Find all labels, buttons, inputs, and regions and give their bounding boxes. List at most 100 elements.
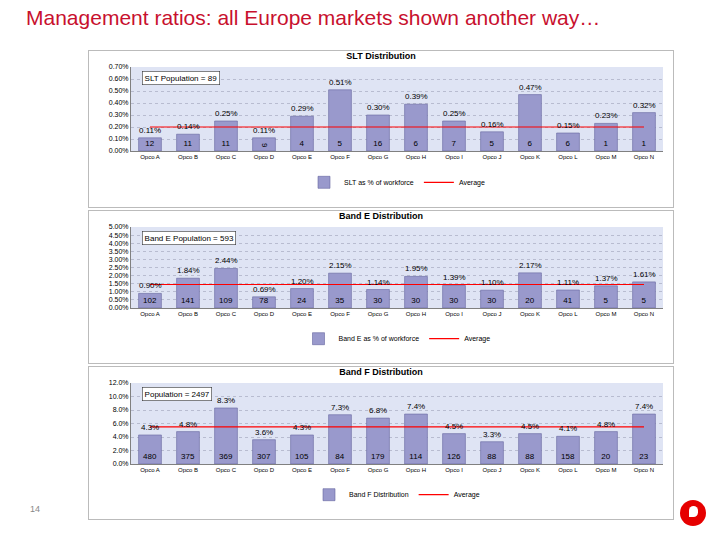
svg-text:24: 24 xyxy=(297,296,306,305)
svg-text:Opco A: Opco A xyxy=(140,311,160,317)
svg-text:Opco K: Opco K xyxy=(520,467,540,473)
svg-text:8.0%: 8.0% xyxy=(113,406,129,413)
svg-text:109: 109 xyxy=(219,296,233,305)
svg-text:30: 30 xyxy=(411,296,420,305)
svg-text:0.14%: 0.14% xyxy=(177,122,200,131)
svg-text:Opco J: Opco J xyxy=(482,154,501,160)
svg-text:0.11%: 0.11% xyxy=(253,126,275,135)
svg-text:SLT Distribution: SLT Distribution xyxy=(346,51,415,61)
svg-text:126: 126 xyxy=(447,452,461,461)
svg-text:4: 4 xyxy=(300,139,305,148)
svg-text:7.4%: 7.4% xyxy=(635,402,653,411)
svg-text:7.4%: 7.4% xyxy=(407,402,425,411)
svg-text:Opco F: Opco F xyxy=(330,311,350,317)
svg-text:4.3%: 4.3% xyxy=(293,423,311,432)
svg-text:375: 375 xyxy=(181,452,195,461)
svg-text:4.50%: 4.50% xyxy=(109,232,129,239)
svg-text:Opco G: Opco G xyxy=(368,311,389,317)
svg-text:2.15%: 2.15% xyxy=(329,261,352,270)
svg-text:Opco L: Opco L xyxy=(558,154,578,160)
svg-text:Average: Average xyxy=(454,491,480,499)
svg-text:Opco B: Opco B xyxy=(178,311,198,317)
svg-text:0.32%: 0.32% xyxy=(633,101,656,110)
svg-text:5: 5 xyxy=(642,296,647,305)
svg-text:480: 480 xyxy=(143,452,157,461)
svg-text:0.00%: 0.00% xyxy=(109,147,129,154)
svg-text:3.3%: 3.3% xyxy=(483,430,501,439)
svg-text:Opco L: Opco L xyxy=(558,467,578,473)
svg-text:20: 20 xyxy=(601,452,610,461)
svg-text:5.00%: 5.00% xyxy=(109,223,129,230)
svg-text:0.47%: 0.47% xyxy=(519,83,542,92)
svg-text:84: 84 xyxy=(335,452,344,461)
svg-text:0.11%: 0.11% xyxy=(139,126,161,135)
svg-text:6: 6 xyxy=(566,139,571,148)
svg-text:0.50%: 0.50% xyxy=(109,87,129,94)
svg-text:Opco E: Opco E xyxy=(292,154,312,160)
svg-text:Average: Average xyxy=(464,335,490,343)
svg-text:0.23%: 0.23% xyxy=(595,111,618,120)
svg-text:Opco K: Opco K xyxy=(520,311,540,317)
svg-text:Band F Distribution: Band F Distribution xyxy=(349,491,409,498)
svg-text:88: 88 xyxy=(487,452,496,461)
svg-text:6: 6 xyxy=(528,139,533,148)
svg-text:Opco E: Opco E xyxy=(292,467,312,473)
svg-text:Opco D: Opco D xyxy=(254,154,275,160)
svg-text:1.61%: 1.61% xyxy=(633,270,656,279)
svg-text:1.50%: 1.50% xyxy=(109,280,129,287)
svg-text:0.51%: 0.51% xyxy=(329,78,352,87)
svg-text:Opco N: Opco N xyxy=(634,154,654,160)
svg-text:0.60%: 0.60% xyxy=(109,75,129,82)
svg-text:0.50%: 0.50% xyxy=(109,296,129,303)
svg-text:Opco H: Opco H xyxy=(406,311,426,317)
svg-text:1.10%: 1.10% xyxy=(481,278,504,287)
svg-text:2.00%: 2.00% xyxy=(109,272,129,279)
svg-text:0.00%: 0.00% xyxy=(109,304,129,311)
svg-text:SLT Population = 89: SLT Population = 89 xyxy=(145,74,218,83)
svg-text:0.40%: 0.40% xyxy=(109,99,129,106)
svg-text:4.8%: 4.8% xyxy=(179,420,197,429)
svg-text:0.30%: 0.30% xyxy=(109,111,129,118)
svg-text:Opco B: Opco B xyxy=(178,154,198,160)
svg-text:Opco I: Opco I xyxy=(445,467,463,473)
svg-text:Opco I: Opco I xyxy=(445,154,463,160)
svg-text:Opco M: Opco M xyxy=(595,311,616,317)
svg-text:Opco A: Opco A xyxy=(140,154,160,160)
svg-text:Opco H: Opco H xyxy=(406,467,426,473)
svg-text:3.50%: 3.50% xyxy=(109,248,129,255)
svg-text:0.39%: 0.39% xyxy=(405,92,428,101)
svg-text:1.20%: 1.20% xyxy=(291,277,314,286)
svg-text:5: 5 xyxy=(604,296,609,305)
svg-text:8.3%: 8.3% xyxy=(217,396,235,405)
svg-text:11: 11 xyxy=(222,139,231,148)
svg-text:0.69%: 0.69% xyxy=(253,285,276,294)
svg-text:30: 30 xyxy=(373,296,382,305)
svg-text:41: 41 xyxy=(563,296,572,305)
svg-text:Opco C: Opco C xyxy=(216,154,237,160)
svg-text:105: 105 xyxy=(295,452,309,461)
svg-text:2.50%: 2.50% xyxy=(109,264,129,271)
svg-text:1.95%: 1.95% xyxy=(405,264,428,273)
svg-text:Opco B: Opco B xyxy=(178,467,198,473)
svg-text:4.0%: 4.0% xyxy=(113,433,129,440)
svg-text:1.00%: 1.00% xyxy=(109,288,129,295)
svg-text:114: 114 xyxy=(409,452,422,461)
svg-text:Population = 2497: Population = 2497 xyxy=(145,390,210,399)
svg-text:12.0%: 12.0% xyxy=(109,379,129,386)
svg-text:0.29%: 0.29% xyxy=(291,104,314,113)
svg-text:Opco M: Opco M xyxy=(595,467,616,473)
svg-text:Opco C: Opco C xyxy=(216,311,237,317)
svg-text:Opco L: Opco L xyxy=(558,311,578,317)
svg-text:Opco G: Opco G xyxy=(368,154,389,160)
svg-text:1.11%: 1.11% xyxy=(557,278,579,287)
svg-text:5: 5 xyxy=(490,139,495,148)
svg-text:0.25%: 0.25% xyxy=(443,109,466,118)
svg-text:0.90%: 0.90% xyxy=(139,281,162,290)
svg-text:30: 30 xyxy=(449,296,458,305)
svg-text:6.0%: 6.0% xyxy=(113,420,129,427)
svg-text:Opco D: Opco D xyxy=(254,467,275,473)
svg-text:Opco F: Opco F xyxy=(330,154,350,160)
svg-text:4.00%: 4.00% xyxy=(109,240,129,247)
svg-text:4.3%: 4.3% xyxy=(141,423,159,432)
svg-text:307: 307 xyxy=(257,452,271,461)
